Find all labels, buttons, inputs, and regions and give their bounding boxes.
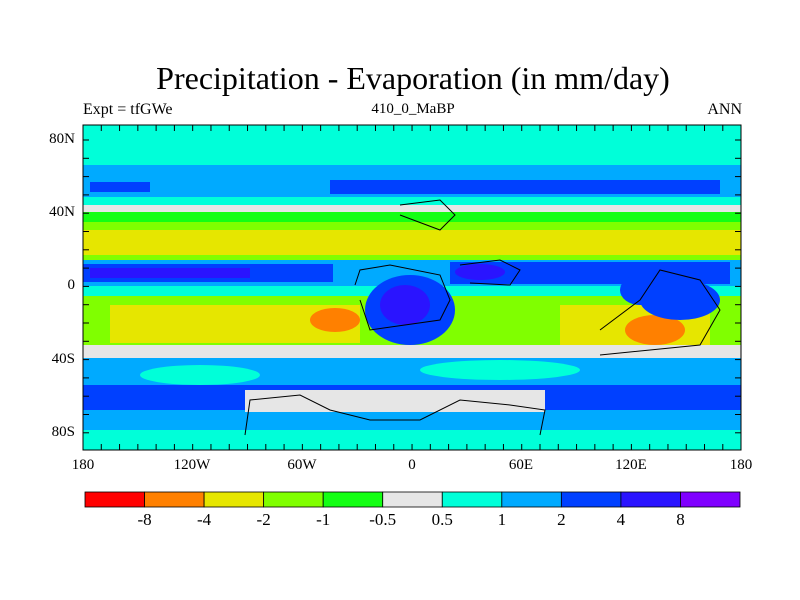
y-tick-label: 40N	[49, 204, 75, 220]
colorbar	[84, 491, 741, 508]
colorbar-label: 8	[676, 510, 685, 529]
colorbar-box	[620, 491, 681, 508]
colorbar-label: -4	[196, 510, 212, 529]
colorbar-box	[501, 491, 562, 508]
case-label: 410_0_MaBP	[371, 101, 455, 117]
x-tick-label: 120W	[173, 457, 211, 473]
colorbar-box	[84, 491, 145, 508]
colorbar-box	[560, 491, 622, 508]
colorbar-label: -0.5	[369, 510, 397, 529]
colorbar-label: 2	[557, 510, 566, 529]
x-tick-label: 60W	[287, 457, 317, 473]
y-tick-label: 80N	[49, 131, 75, 147]
colorbar-box	[263, 491, 324, 508]
axis-ticks	[82, 125, 741, 450]
colorbar-box	[322, 491, 384, 508]
colorbar-box	[382, 491, 443, 508]
y-tick-label: 0	[67, 277, 76, 293]
y-tick-label: 80S	[51, 424, 75, 440]
colorbar-label: 4	[616, 510, 626, 529]
colorbar-box	[203, 491, 265, 508]
x-tick-label: 120E	[615, 457, 647, 473]
colorbar-label: -2	[256, 510, 271, 529]
x-tick-label: 60E	[508, 457, 534, 473]
colorbar-label: 1	[497, 510, 507, 529]
colorbar-box	[680, 491, 741, 508]
colorbar-box	[144, 491, 205, 508]
season-label: ANN	[707, 101, 742, 118]
x-tick-label: 180	[71, 457, 95, 473]
colorbar-label: -8	[137, 510, 152, 529]
x-tick-label: 180	[729, 457, 753, 473]
y-tick-label: 40S	[51, 351, 75, 367]
x-tick-label: 0	[408, 457, 416, 473]
colorbar-label: 0.5	[431, 510, 453, 529]
plot-title: Precipitation - Evaporation (in mm/day)	[156, 60, 670, 96]
colorbar-label: -1	[316, 510, 331, 529]
continent-outlines	[244, 199, 721, 436]
precip-evap-field	[83, 125, 741, 450]
colorbar-box	[441, 491, 503, 508]
experiment-label: Expt = tfGWe	[83, 101, 173, 118]
